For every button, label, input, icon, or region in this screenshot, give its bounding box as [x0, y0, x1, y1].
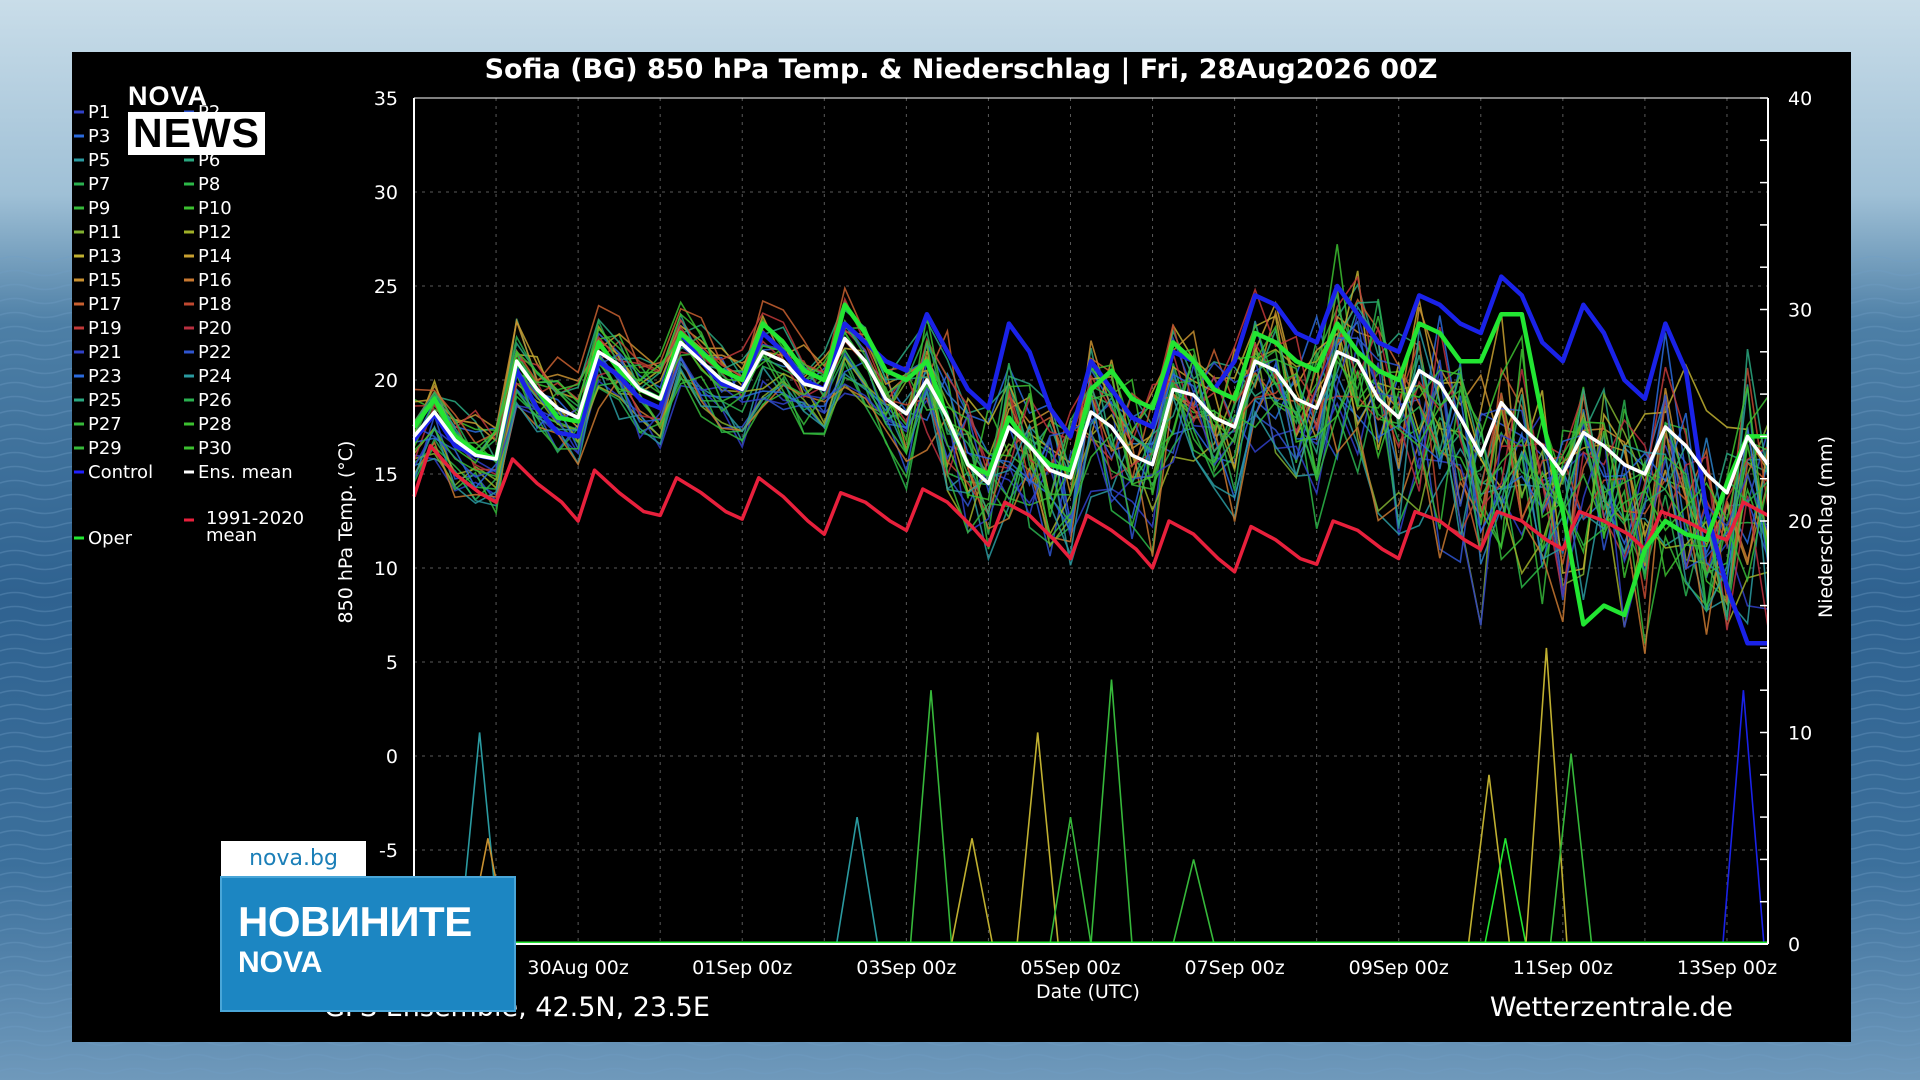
tick-labels: 35 30 25 20 15 10 5 0 -5 30Aug 00z 01Sep 00z 03Sep … — [374, 88, 1812, 979]
ens-mean-line — [412, 336, 1770, 495]
precip-spike — [835, 816, 879, 945]
x-tick-label: 11Sep 00z — [1513, 957, 1613, 979]
legend-label: P14 — [198, 246, 232, 267]
legend-label: P16 — [198, 270, 232, 291]
legend-label: P8 — [198, 174, 220, 195]
precip-spike — [1549, 753, 1593, 945]
member-line — [413, 305, 1769, 613]
x-tick-label: 30Aug 00z — [527, 957, 628, 979]
y-tick-label: -5 — [379, 840, 398, 862]
x-tick-label: 09Sep 00z — [1349, 957, 1449, 979]
legend-label: P28 — [198, 414, 232, 435]
legend-label: P1 — [88, 102, 110, 123]
legend-label: P9 — [88, 198, 110, 219]
legend-label: P24 — [198, 366, 232, 387]
member-line — [413, 282, 1769, 534]
legend-label: P6 — [198, 150, 220, 171]
legend: P1P2P3P4P5P6P7P8P9P10P11P12P13P14P15P16P… — [74, 102, 304, 549]
nova-news-logo: NOVA NEWS — [128, 83, 265, 155]
member-line — [413, 299, 1769, 569]
precip-spike — [1467, 774, 1511, 945]
legend-label: P3 — [88, 126, 110, 147]
chart-title: Sofia (BG) 850 hPa Temp. & Niederschlag … — [485, 54, 1438, 85]
legend-label: P17 — [88, 294, 122, 315]
legend-label: 1991-2020 — [206, 508, 304, 529]
member-line — [413, 322, 1769, 631]
legend-label: Control — [88, 462, 153, 483]
member-line — [413, 292, 1769, 612]
y-tick-label: 35 — [374, 88, 398, 110]
legend-label: P21 — [88, 342, 122, 363]
show-title: НОВИНИТЕ — [238, 898, 472, 945]
legend-label: P5 — [88, 150, 110, 171]
precip-spike — [1525, 647, 1568, 945]
legend-label: P23 — [88, 366, 122, 387]
legend-label: P15 — [88, 270, 122, 291]
legend-label: P7 — [88, 174, 110, 195]
y2-axis-label: Niederschlag (mm) — [1815, 436, 1837, 618]
legend-label: P18 — [198, 294, 232, 315]
legend-label: P12 — [198, 222, 232, 243]
main-series — [412, 274, 1770, 646]
y-tick-label: 15 — [374, 464, 398, 486]
precip-spike — [1049, 816, 1092, 945]
y2-tick-label: 30 — [1788, 300, 1812, 322]
legend-label: P19 — [88, 318, 122, 339]
climate-mean-line — [412, 444, 1769, 574]
control-line — [412, 274, 1768, 646]
precip-spike — [1090, 679, 1133, 945]
y-tick-label: 5 — [386, 652, 398, 674]
show-badge: НОВИНИТЕ NOVA — [220, 876, 516, 1012]
precip-spike — [1484, 838, 1527, 945]
precip-spike — [1016, 732, 1059, 945]
y-tick-label: 25 — [374, 276, 398, 298]
ensemble-chart: Sofia (BG) 850 hPa Temp. & Niederschlag … — [74, 54, 1837, 1023]
legend-label: P13 — [88, 246, 122, 267]
y-tick-label: 10 — [374, 558, 398, 580]
y2-tick-label: 0 — [1788, 934, 1800, 956]
show-subtitle: NOVA — [238, 946, 323, 979]
legend-label: Oper — [88, 528, 133, 549]
y2-tick-label: 20 — [1788, 511, 1812, 533]
y2-tick-label: 10 — [1788, 723, 1812, 745]
ensemble-members — [413, 244, 1769, 654]
legend-label: P20 — [198, 318, 232, 339]
axes — [413, 97, 1769, 945]
legend-label: P29 — [88, 438, 122, 459]
precip-spike — [1172, 859, 1215, 945]
precipitation-lines — [455, 647, 1768, 945]
legend-label: P27 — [88, 414, 122, 435]
member-line — [413, 318, 1769, 599]
legend-label: P10 — [198, 198, 232, 219]
legend-label: P26 — [198, 390, 232, 411]
x-axis-label: Date (UTC) — [1036, 981, 1140, 1003]
y-tick-label: 20 — [374, 370, 398, 392]
x-tick-label: 05Sep 00z — [1020, 957, 1120, 979]
legend-label: P30 — [198, 438, 232, 459]
precip-spike — [909, 690, 953, 945]
precip-spike — [1722, 690, 1765, 945]
site-url-tag: nova.bg — [221, 841, 366, 877]
precip-spike — [950, 838, 994, 945]
y-tick-label: 30 — [374, 182, 398, 204]
legend-label: mean — [206, 525, 257, 546]
legend-label: Ens. mean — [198, 462, 293, 483]
y2-tick-label: 40 — [1788, 88, 1812, 110]
y-tick-label: 0 — [386, 746, 398, 768]
y-axis-label: 850 hPa Temp. (°C) — [335, 441, 357, 624]
footer-source-right: Wetterzentrale.de — [1490, 992, 1733, 1023]
legend-label: P25 — [88, 390, 122, 411]
member-line — [413, 340, 1769, 583]
logo-news-text: NEWS — [128, 112, 265, 155]
legend-label: P22 — [198, 342, 232, 363]
legend-label: P11 — [88, 222, 122, 243]
x-tick-label: 03Sep 00z — [856, 957, 956, 979]
precip-spike — [458, 732, 501, 945]
member-line — [413, 315, 1769, 575]
x-tick-label: 07Sep 00z — [1185, 957, 1285, 979]
x-tick-label: 01Sep 00z — [692, 957, 792, 979]
logo-nova-text: NOVA — [128, 81, 209, 111]
x-tick-label: 13Sep 00z — [1677, 957, 1777, 979]
